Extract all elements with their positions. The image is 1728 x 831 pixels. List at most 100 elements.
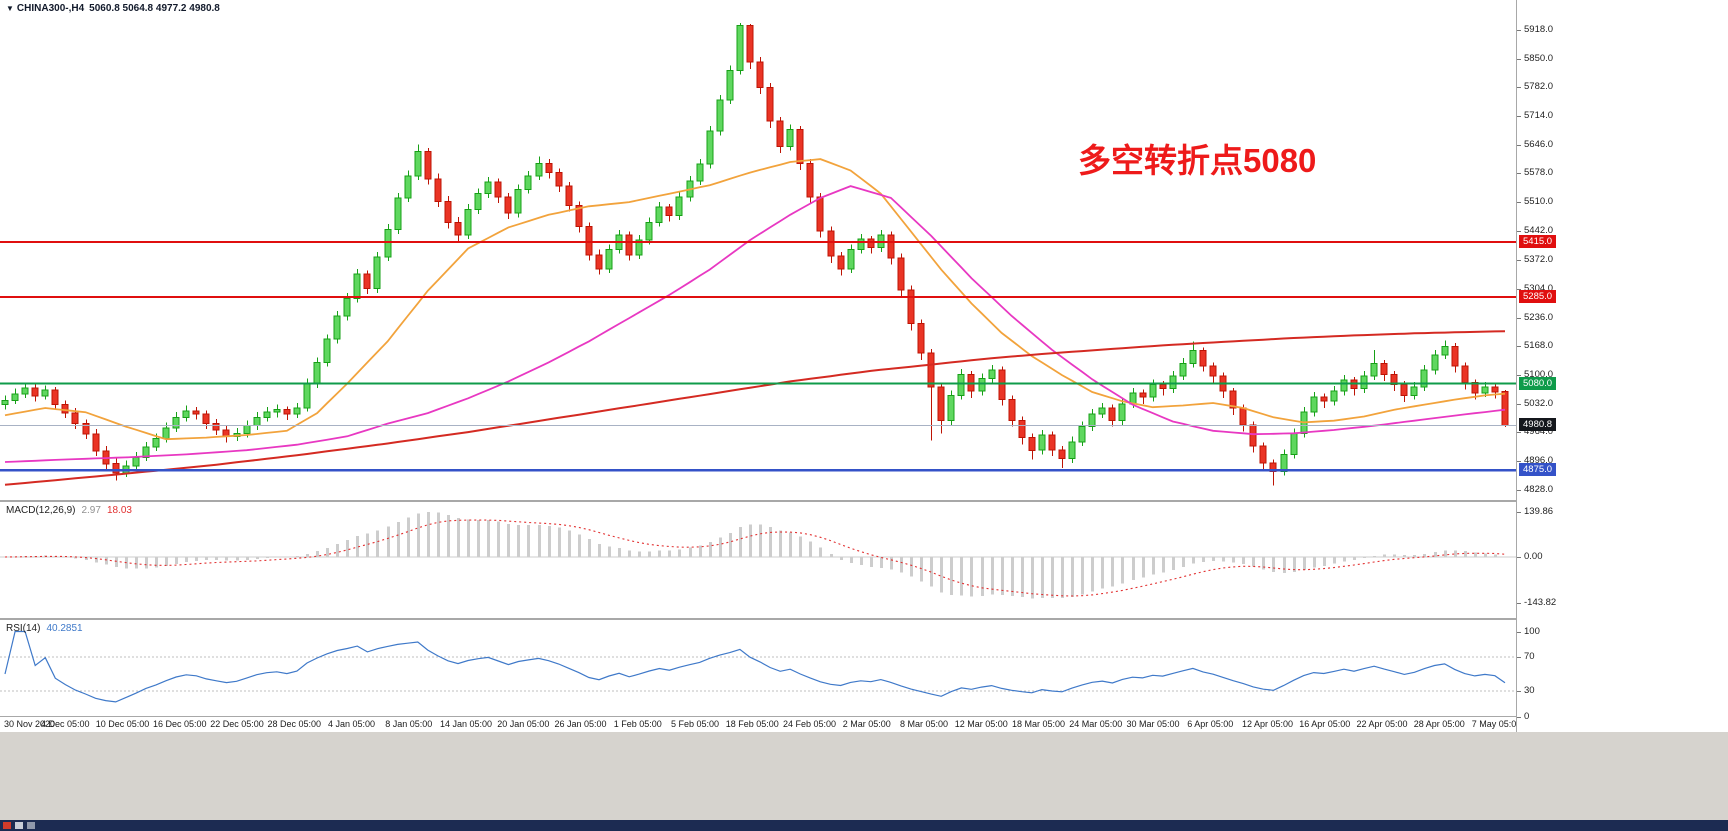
date-label: 8 Jan 05:00	[385, 719, 433, 729]
date-label: 1 Feb 05:00	[613, 719, 662, 729]
macd-name: MACD(12,26,9)	[6, 505, 76, 516]
axis-tick-mark	[1517, 490, 1521, 491]
taskbar[interactable]	[0, 820, 1728, 831]
date-label: 20 Jan 05:00	[497, 719, 550, 729]
price-tick-label: 5168.0	[1524, 340, 1554, 351]
annotation-text[interactable]: 多空转折点5080	[1078, 142, 1317, 179]
ma-slow-line	[4, 330, 1506, 486]
axis-tick-mark	[1517, 202, 1521, 203]
date-label: 24 Feb 05:00	[782, 719, 837, 729]
taskbar-icon[interactable]	[27, 822, 35, 829]
date-label: 4 Dec 05:00	[41, 719, 90, 729]
date-label: 16 Apr 05:00	[1299, 719, 1351, 729]
ohlc-readout: 5060.8 5064.8 4977.2 4980.8	[89, 3, 220, 14]
price-chart-pane[interactable]	[0, 0, 1516, 500]
date-label: 30 Nov 2020	[4, 719, 56, 729]
price-tick-label: 5850.0	[1524, 53, 1554, 64]
date-label: 18 Feb 05:00	[725, 719, 779, 729]
price-level-badge: 5285.0	[1519, 290, 1557, 303]
axis-tick-mark	[1517, 717, 1521, 718]
axis-tick-mark	[1517, 30, 1521, 31]
date-label: 22 Dec 05:00	[210, 719, 264, 729]
price-tick-label: 4896.0	[1524, 455, 1554, 466]
macd-tick-label: 0.00	[1524, 551, 1543, 562]
price-tick-label: 5782.0	[1524, 81, 1554, 92]
price-level-badge: 4980.8	[1519, 418, 1557, 431]
price-axis[interactable]: 5918.0 5850.0 5782.0 5714.0 5646.0 5578.0 5510…	[1517, 0, 1728, 732]
macd-tick-label: 139.86	[1524, 506, 1554, 517]
symbol-dropdown-icon[interactable]: ▼	[6, 4, 14, 13]
price-tick-label: 5442.0	[1524, 225, 1554, 236]
macd-pane[interactable]	[0, 502, 1516, 618]
rsi-pane[interactable]	[0, 620, 1516, 716]
rsi-value: 40.2851	[46, 623, 83, 634]
axis-tick-mark	[1517, 657, 1521, 658]
axis-tick-mark	[1517, 603, 1521, 604]
macd-signal-line	[4, 519, 1506, 597]
price-tick-label: 5646.0	[1524, 139, 1554, 150]
axis-tick-mark	[1517, 318, 1521, 319]
date-label: 16 Dec 05:00	[153, 719, 207, 729]
date-label: 4 Jan 05:00	[327, 719, 376, 729]
date-label: 28 Dec 05:00	[267, 719, 322, 729]
date-label: 12 Apr 05:00	[1241, 719, 1294, 729]
axis-tick-mark	[1517, 557, 1521, 558]
date-label: 7 May 05:00	[1471, 719, 1516, 729]
date-label: 14 Jan 05:00	[439, 719, 493, 729]
macd-signal-value: 18.03	[106, 505, 132, 516]
date-label: 5 Feb 05:00	[670, 719, 720, 729]
date-label: 28 Apr 05:00	[1413, 719, 1465, 729]
taskbar-icon[interactable]	[3, 822, 11, 829]
date-label: 10 Dec 05:00	[95, 719, 150, 729]
rsi-tick-label: 30	[1524, 685, 1535, 696]
axis-tick-mark	[1517, 512, 1521, 513]
axis-tick-mark	[1517, 691, 1521, 692]
pane-separator[interactable]	[0, 500, 1728, 502]
rsi-tick-label: 100	[1524, 626, 1540, 637]
axis-tick-mark	[1517, 173, 1521, 174]
rsi-indicator-label: RSI(14) 40.2851	[6, 623, 89, 634]
price-tick-label: 5032.0	[1524, 398, 1554, 409]
price-tick-label: 5304.0	[1524, 283, 1554, 294]
taskbar-icon[interactable]	[15, 822, 23, 829]
candles-series	[1, 22, 1509, 486]
terminal-area	[0, 732, 1728, 820]
price-tick-label: 4828.0	[1524, 484, 1554, 495]
axis-tick-mark	[1517, 404, 1521, 405]
axis-tick-mark	[1517, 231, 1521, 232]
pane-separator[interactable]	[0, 618, 1728, 620]
date-label: 8 Mar 05:00	[899, 719, 949, 729]
price-chart-canvas[interactable]	[0, 0, 1516, 500]
axis-tick-mark	[1517, 375, 1521, 376]
rsi-tick-label: 70	[1524, 651, 1535, 662]
rsi-tick-label: 0	[1524, 711, 1530, 722]
rsi-line	[4, 630, 1506, 703]
price-level-badge: 5080.0	[1519, 377, 1557, 390]
axis-tick-mark	[1517, 346, 1521, 347]
rsi-name: RSI(14)	[6, 623, 41, 634]
axis-tick-mark	[1517, 432, 1521, 433]
price-axis-border	[1516, 0, 1517, 732]
price-tick-label: 5578.0	[1524, 167, 1554, 178]
symbol-timeframe-label: CHINA300-,H4	[16, 3, 85, 14]
date-label: 30 Mar 05:00	[1126, 719, 1180, 729]
macd-canvas[interactable]	[0, 502, 1516, 618]
price-tick-label: 5918.0	[1524, 24, 1554, 35]
macd-value: 2.97	[81, 505, 101, 516]
price-tick-label: 5372.0	[1524, 254, 1554, 265]
rsi-canvas[interactable]	[0, 620, 1516, 716]
date-label: 26 Jan 05:00	[554, 719, 607, 729]
time-axis[interactable]: 30 Nov 2020 4 Dec 05:00 10 Dec 05:00 16 Dec…	[0, 717, 1516, 732]
axis-tick-mark	[1517, 145, 1521, 146]
axis-separator	[0, 716, 1728, 717]
axis-tick-mark	[1517, 116, 1521, 117]
axis-tick-mark	[1517, 461, 1521, 462]
date-label: 18 Mar 05:00	[1011, 719, 1066, 729]
price-tick-label: 5510.0	[1524, 196, 1554, 207]
axis-tick-mark	[1517, 87, 1521, 88]
date-label: 2 Mar 05:00	[842, 719, 891, 729]
price-level-badge: 5415.0	[1519, 235, 1557, 248]
date-label: 24 Mar 05:00	[1069, 719, 1123, 729]
price-tick-label: 4964.0	[1524, 426, 1554, 437]
